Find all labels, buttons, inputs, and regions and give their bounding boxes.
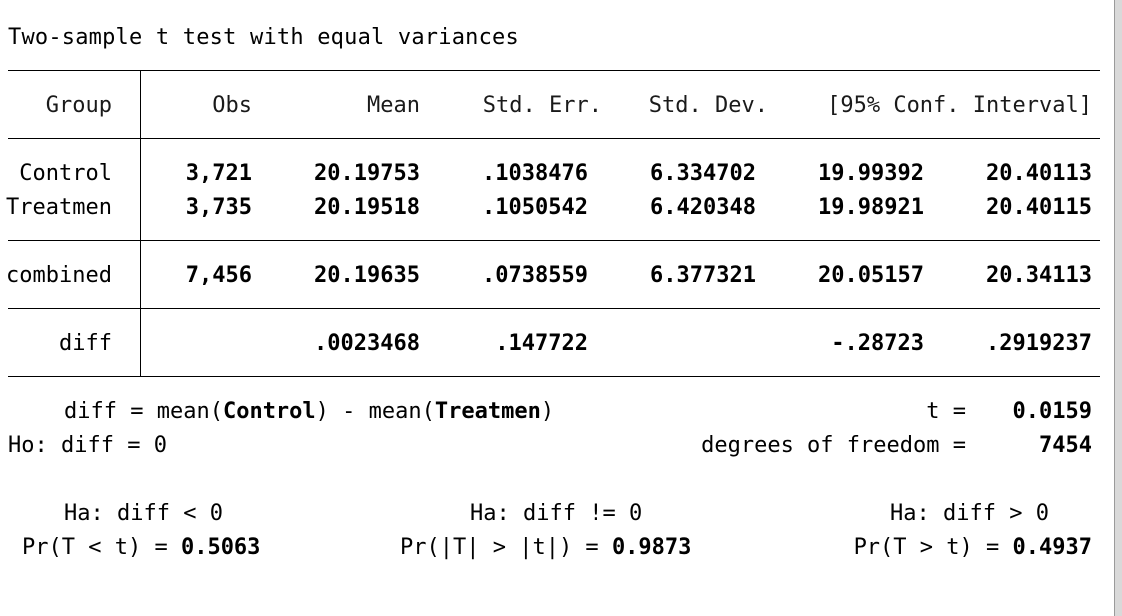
p-greater-value: 0.4937	[1012, 535, 1092, 560]
degrees-of-freedom-value: 7454	[1039, 433, 1092, 458]
t-statistic-label: t =	[926, 399, 966, 424]
row-treatmen-mean: 20.19518	[314, 195, 420, 220]
diff-def-group1: Control	[222, 399, 316, 424]
col-header-std-dev: Std. Dev.	[648, 93, 768, 118]
ha-greater-than: Ha: diff > 0	[890, 501, 1049, 526]
diff-definition: diff = mean(Control) - mean(Treatmen)	[64, 396, 554, 428]
p-value-less-than: Pr(T < t) = 0.5063	[22, 532, 260, 564]
p-ne-value: 0.9873	[611, 535, 692, 560]
diff-def-group2: Treatmen	[434, 399, 541, 424]
row-control-mean: 20.19753	[314, 161, 420, 186]
row-combined-sd: 6.377321	[650, 263, 756, 288]
diff-def-suffix: )	[540, 399, 555, 424]
rule-combined	[8, 308, 1100, 309]
p-value-greater-than: Pr(T > t) = 0.4937	[854, 532, 1092, 564]
ha-less-than: Ha: diff < 0	[64, 501, 223, 526]
col-header-std-err: Std. Err.	[482, 93, 602, 118]
test-title: Two-sample t test with equal variances	[8, 25, 519, 50]
diff-def-mid: ) - mean(	[315, 399, 435, 424]
p-less-value: 0.5063	[180, 535, 261, 560]
p-value-not-equal: Pr(|T| > |t|) = 0.9873	[400, 532, 691, 564]
row-control-ci-lo: 19.99392	[818, 161, 924, 186]
row-combined-group: combined	[6, 263, 112, 288]
rule-header	[8, 138, 1100, 139]
row-diff-group: diff	[59, 331, 112, 356]
row-treatmen-se: .1050542	[482, 195, 588, 220]
col-header-mean: Mean	[367, 93, 420, 118]
row-diff-ci-lo: -.28723	[831, 331, 924, 356]
row-combined-ci-lo: 20.05157	[818, 263, 924, 288]
col-header-conf-interval: [95% Conf. Interval]	[827, 93, 1092, 118]
row-diff-se: .147722	[495, 331, 588, 356]
row-control-ci-hi: 20.40113	[986, 161, 1092, 186]
row-combined-mean: 20.19635	[314, 263, 420, 288]
row-treatmen-ci-hi: 20.40115	[986, 195, 1092, 220]
ha-not-equal: Ha: diff != 0	[470, 501, 643, 526]
col-header-group: Group	[45, 93, 112, 118]
col-header-obs: Obs	[212, 93, 252, 118]
rule-top	[8, 70, 1100, 71]
p-less-label: Pr(T < t) =	[22, 535, 168, 560]
row-control-obs: 3,721	[185, 161, 252, 186]
t-statistic-value: 0.0159	[1012, 399, 1092, 424]
row-combined-obs: 7,456	[185, 263, 252, 288]
row-treatmen-group: Treatmen	[6, 195, 112, 220]
row-control-sd: 6.334702	[650, 161, 756, 186]
row-diff-ci-hi: .2919237	[986, 331, 1092, 356]
row-diff-mean: .0023468	[314, 331, 420, 356]
row-control-group: Control	[19, 161, 112, 186]
row-combined-ci-hi: 20.34113	[986, 263, 1092, 288]
row-treatmen-sd: 6.420348	[650, 195, 756, 220]
rule-bottom	[8, 376, 1100, 377]
degrees-of-freedom-label: degrees of freedom =	[701, 433, 966, 458]
row-treatmen-ci-lo: 19.98921	[818, 195, 924, 220]
diff-def-prefix: diff = mean(	[64, 399, 223, 424]
column-separator	[140, 70, 141, 377]
row-combined-se: .0738559	[482, 263, 588, 288]
null-hypothesis: Ho: diff = 0	[8, 433, 167, 458]
row-treatmen-obs: 3,735	[185, 195, 252, 220]
p-ne-label: Pr(|T| > |t|) =	[400, 535, 599, 560]
row-control-se: .1038476	[482, 161, 588, 186]
rule-groups	[8, 240, 1100, 241]
p-greater-label: Pr(T > t) =	[853, 535, 1000, 560]
window-edge	[1114, 0, 1122, 616]
